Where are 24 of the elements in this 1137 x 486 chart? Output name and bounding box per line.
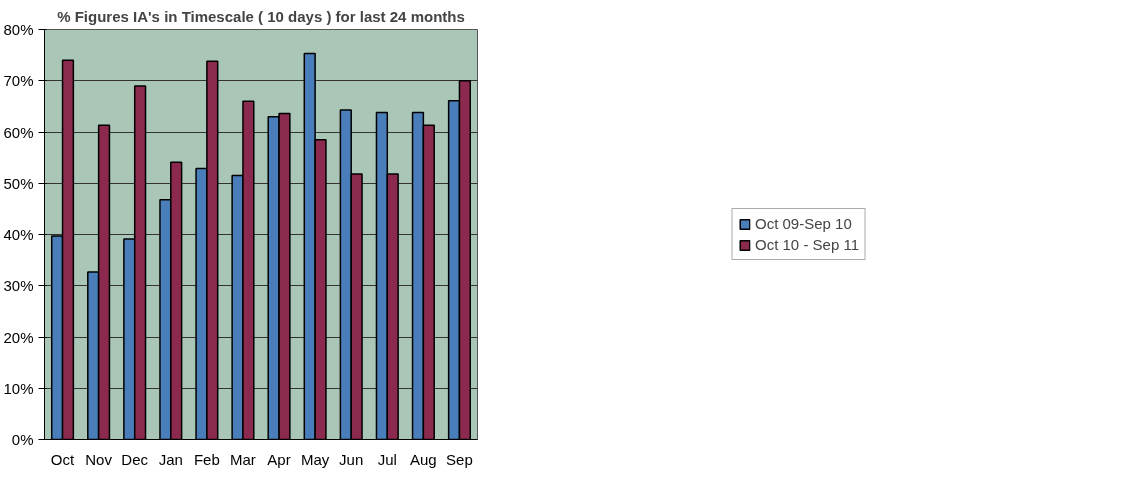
legend-label: Oct 10 - Sep 11 [755, 236, 859, 253]
x-tick-label: Feb [193, 450, 220, 468]
y-tick-label: 60% [3, 123, 34, 141]
y-tick-label: 30% [3, 277, 34, 295]
x-tick-label: Oct [50, 450, 76, 468]
x-tick-label: Nov [85, 450, 113, 468]
x-tick-label: Aug [410, 450, 437, 468]
y-tick-label: 70% [3, 72, 34, 90]
y-tick-label: 50% [3, 174, 34, 192]
x-tick-label: Jan [158, 450, 183, 468]
x-tick-label: Jul [377, 450, 397, 468]
x-tick-label: Sep [446, 450, 473, 468]
y-tick-label: 10% [3, 379, 34, 397]
y-tick-label: 80% [3, 21, 34, 38]
x-tick-label: Apr [267, 450, 291, 468]
y-tick-label: 40% [3, 226, 34, 243]
x-tick-label: May [300, 450, 330, 468]
chart-title: % Figures IA's in Timescale ( 10 days ) for last 24 months [57, 7, 465, 25]
x-tick-label: Mar [230, 450, 256, 468]
legend-label: Oct 09-Sep 10 [755, 215, 852, 232]
x-tick-label: Jun [339, 450, 364, 468]
y-tick-label: 0% [11, 431, 34, 448]
y-tick-label: 20% [3, 328, 34, 346]
x-tick-label: Dec [121, 450, 149, 468]
